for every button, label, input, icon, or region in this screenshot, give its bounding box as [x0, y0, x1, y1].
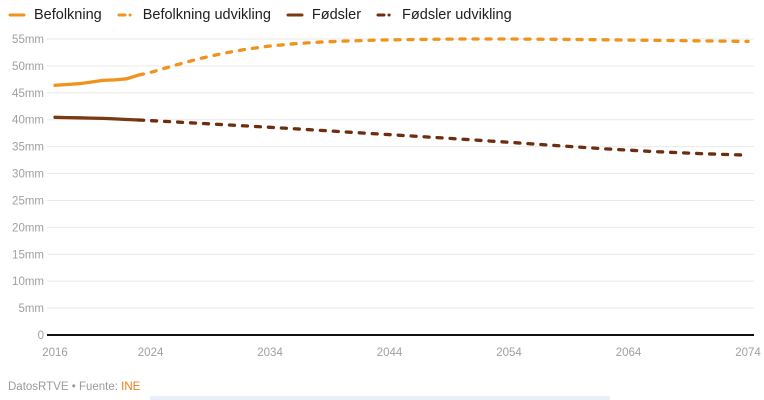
legend-label: Fødsler — [311, 7, 362, 23]
y-tick-label: 40mm — [12, 115, 44, 127]
y-tick-label: 20mm — [12, 222, 44, 234]
x-tick-label: 2044 — [377, 347, 403, 359]
legend-item-fodsler: Fødsler — [286, 5, 361, 25]
footer-source-link[interactable]: INE — [121, 381, 141, 393]
legend-label: Fødsler udvikling — [402, 7, 512, 23]
legend-item-fodsler-udvikling: Fødsler udvikling — [376, 5, 512, 25]
y-tick-label: 55mm — [12, 34, 44, 46]
footer-source-label: Fuente: — [78, 381, 118, 393]
legend-label: Befolkning — [34, 7, 102, 23]
y-gridlines — [47, 38, 754, 309]
chart-legend: Befolkning Befolkning udvikling Fødsler … — [8, 5, 512, 25]
x-tick-label: 2074 — [735, 347, 761, 359]
y-tick-label: 15mm — [12, 249, 44, 261]
y-tick-label: 45mm — [12, 88, 44, 100]
y-tick-label: 10mm — [12, 276, 44, 288]
footer-credit: DatosRTVE — [8, 381, 69, 393]
y-tick-label: 0 — [38, 330, 44, 342]
series-line-3 — [136, 118, 750, 157]
series-line-0 — [53, 73, 141, 87]
legend-item-befolkning-udvikling: Befolkning udvikling — [117, 5, 271, 25]
series-line-2 — [53, 115, 141, 122]
line-dashed-swatch-icon — [376, 12, 394, 18]
x-tick-label: 2024 — [138, 347, 164, 359]
legend-item-befolkning: Befolkning — [8, 5, 102, 25]
chart-footer: DatosRTVE • Fuente: INE — [8, 381, 140, 393]
line-solid-swatch-icon — [8, 12, 26, 18]
line-solid-swatch-icon — [286, 12, 304, 18]
x-tick-label: 2064 — [616, 347, 642, 359]
footer-separator: • — [71, 381, 76, 393]
legend-label: Befolkning udvikling — [142, 7, 271, 23]
x-tick-label: 2054 — [496, 347, 522, 359]
x-axis-labels: 2016 2024 2034 2044 2054 2064 2074 — [42, 347, 761, 359]
bottom-decoration-strip — [150, 396, 610, 400]
y-axis-labels: 0 5mm 10mm 15mm 20mm 25mm 30mm 35mm 40mm 45mm 50mm… — [12, 34, 44, 342]
y-tick-label: 50mm — [12, 61, 44, 73]
line-chart: 0 5mm 10mm 15mm 20mm 25mm 30mm 35mm 40mm 45mm 50mm… — [12, 34, 761, 359]
series-line-1 — [136, 37, 750, 77]
line-dashed-swatch-icon — [117, 12, 135, 18]
x-tick-label: 2034 — [257, 347, 283, 359]
y-tick-label: 25mm — [12, 195, 44, 207]
y-tick-label: 30mm — [12, 169, 44, 181]
y-tick-label: 35mm — [12, 142, 44, 154]
x-tick-label: 2016 — [42, 347, 68, 359]
y-tick-label: 5mm — [18, 303, 44, 315]
